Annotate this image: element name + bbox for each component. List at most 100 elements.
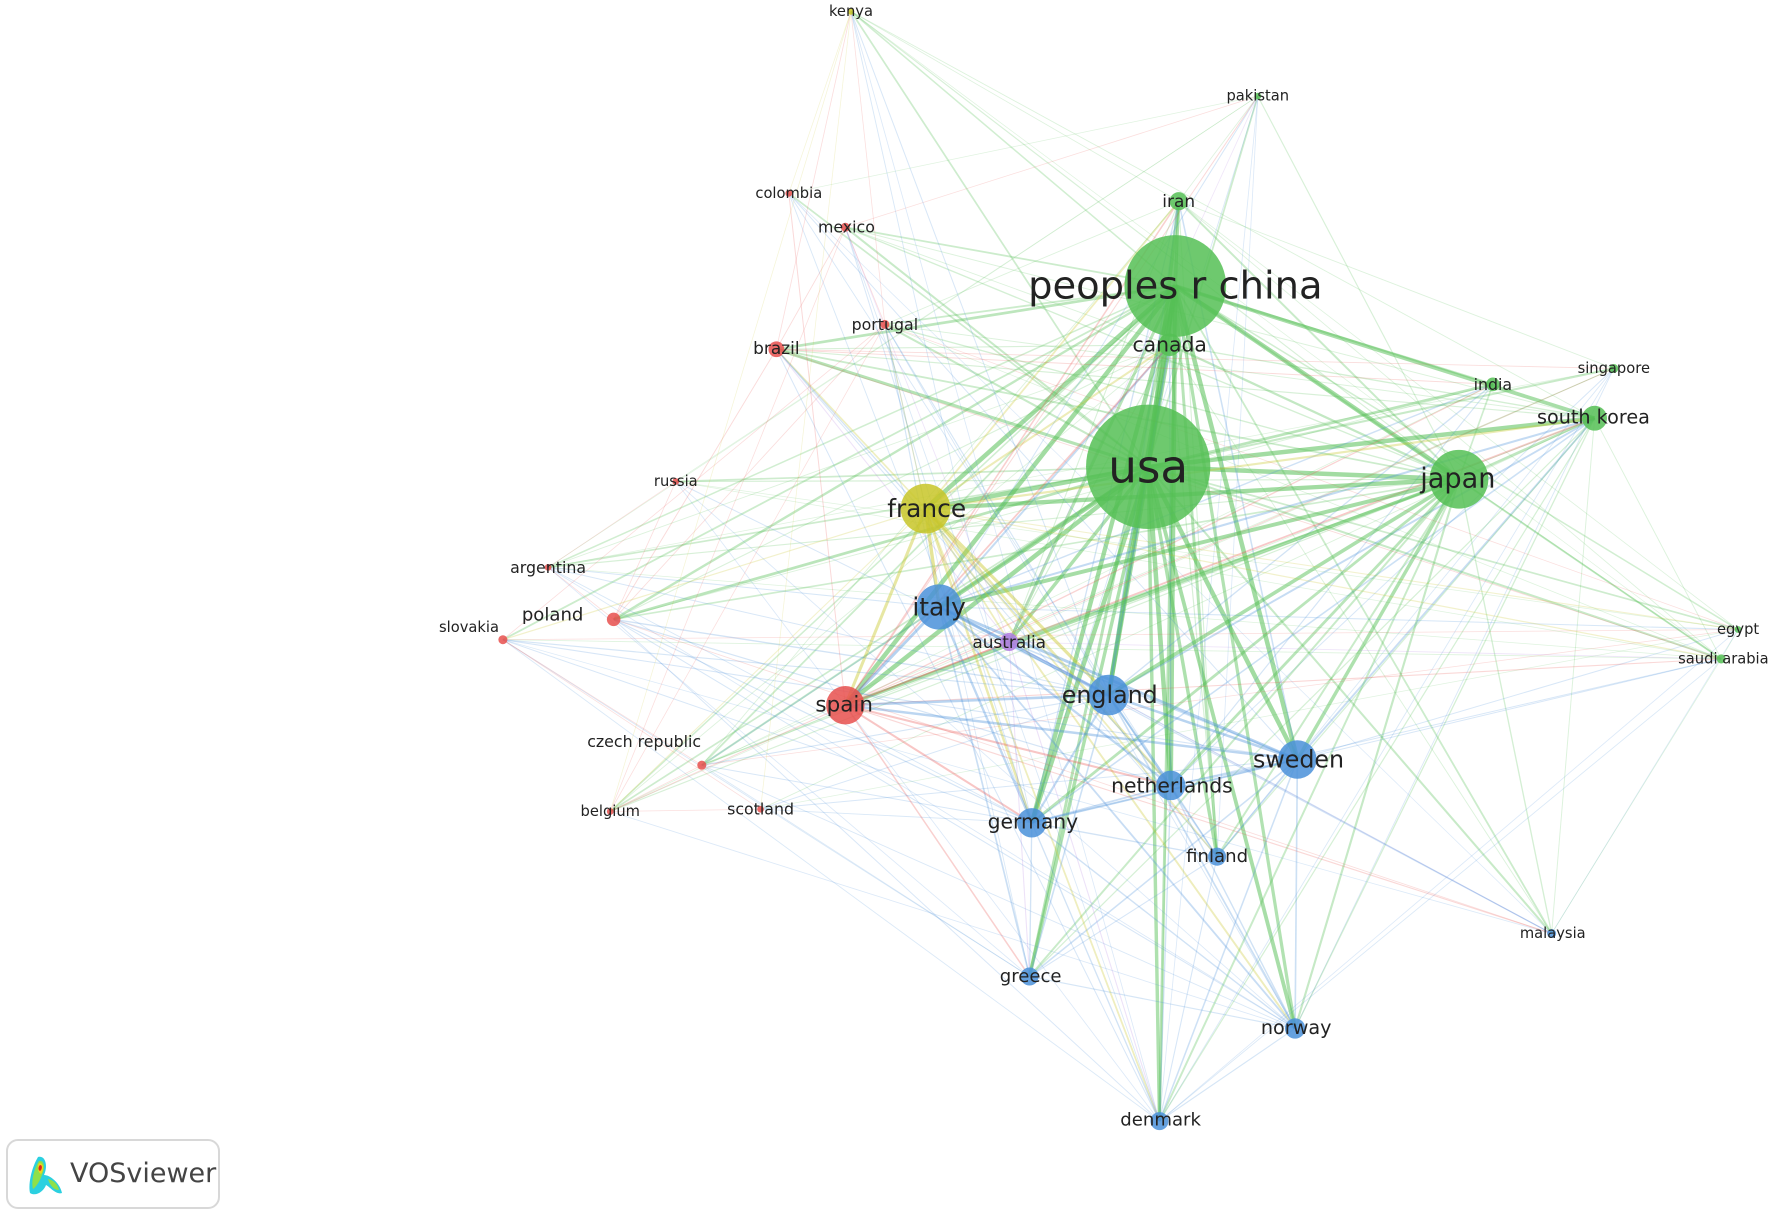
label-denmark[interactable]: denmark [1120, 1110, 1201, 1131]
label-argentina[interactable]: argentina [510, 558, 586, 577]
link-canada-spain [844, 344, 1171, 706]
label-portugal[interactable]: portugal [852, 315, 919, 334]
node-russia[interactable] [672, 478, 680, 485]
label-mexico[interactable]: mexico [818, 218, 875, 237]
node-france[interactable] [900, 483, 951, 534]
node-scotland[interactable] [757, 805, 764, 813]
link-iran-saudi-arabia [1178, 200, 1722, 660]
label-brazil[interactable]: brazil [753, 338, 799, 358]
label-south-korea[interactable]: south korea [1537, 406, 1650, 429]
node-peoples-r-china[interactable] [1124, 235, 1227, 337]
link-peoples-r-china-france [924, 284, 1177, 511]
node-south-korea[interactable] [1582, 405, 1608, 431]
label-russia[interactable]: russia [654, 473, 698, 490]
link-czech-republic-belgium [610, 764, 702, 812]
node-belgium[interactable] [606, 808, 614, 815]
link-germany-czech-republic [701, 764, 1032, 824]
node-saudi-arabia[interactable] [1716, 654, 1726, 664]
node-canada[interactable] [1158, 333, 1181, 357]
node-italy[interactable] [916, 584, 962, 630]
link-france-netherlands [924, 507, 1172, 787]
label-norway[interactable]: norway [1261, 1016, 1332, 1039]
node-iran[interactable] [1169, 192, 1188, 211]
node-denmark[interactable] [1150, 1112, 1169, 1131]
node-greece[interactable] [1020, 967, 1039, 986]
node-argentina[interactable] [544, 563, 552, 571]
label-england[interactable]: england [1062, 681, 1158, 709]
label-saudi-arabia[interactable]: saudi arabia [1678, 650, 1768, 667]
label-iran[interactable]: iran [1162, 191, 1195, 211]
label-canada[interactable]: canada [1132, 333, 1206, 357]
node-usa[interactable] [1086, 404, 1211, 529]
node-brazil[interactable] [768, 341, 785, 358]
label-sweden[interactable]: sweden [1253, 745, 1344, 773]
node-japan[interactable] [1429, 449, 1489, 509]
label-malaysia[interactable]: malaysia [1520, 925, 1586, 942]
node-malaysia[interactable] [1547, 929, 1557, 939]
link-south-korea-greece [1029, 417, 1596, 977]
link-australia-mexico [844, 227, 1010, 643]
link-south-korea-kenya [850, 10, 1595, 419]
node-germany[interactable] [1017, 808, 1047, 838]
label-kenya[interactable]: kenya [829, 3, 873, 20]
link-italy-malaysia [938, 606, 1552, 935]
link-sweden-denmark [1158, 759, 1299, 1122]
label-italy[interactable]: italy [912, 592, 966, 621]
node-czech-republic[interactable] [697, 760, 707, 770]
link-usa-mexico [844, 226, 1149, 468]
link-usa-spain [843, 465, 1150, 708]
node-colombia[interactable] [785, 189, 793, 197]
node-singapore[interactable] [1609, 363, 1619, 374]
node-england[interactable] [1088, 674, 1129, 716]
label-usa[interactable]: usa [1108, 440, 1188, 493]
link-spain-belgium [610, 704, 846, 812]
label-peoples-r-china[interactable]: peoples r china [1028, 263, 1322, 308]
node-pakistan[interactable] [1254, 92, 1262, 100]
label-france[interactable]: france [887, 494, 966, 523]
node-slovakia[interactable] [498, 635, 508, 645]
link-saudi-arabia-germany [1031, 658, 1722, 824]
node-poland[interactable] [606, 612, 621, 627]
link-france-brazil [775, 348, 927, 510]
link-egypt-portugal [884, 324, 1739, 630]
label-spain[interactable]: spain [815, 693, 873, 718]
node-kenya[interactable] [847, 7, 855, 15]
label-egypt[interactable]: egypt [1717, 621, 1759, 638]
node-india[interactable] [1486, 377, 1500, 392]
link-saudi-arabia-netherlands [1170, 658, 1722, 786]
label-germany[interactable]: germany [988, 810, 1079, 834]
label-finland[interactable]: finland [1186, 846, 1248, 867]
node-sweden[interactable] [1278, 740, 1317, 779]
label-singapore[interactable]: singapore [1578, 360, 1650, 377]
node-spain[interactable] [826, 686, 865, 725]
link-iran-france [924, 200, 1180, 510]
label-czech-republic[interactable]: czech republic [587, 732, 701, 751]
node-egypt[interactable] [1734, 626, 1742, 633]
node-australia[interactable] [1000, 632, 1019, 652]
node-netherlands[interactable] [1156, 770, 1186, 801]
link-japan-saudi-arabia [1458, 478, 1722, 660]
label-slovakia[interactable]: slovakia [439, 619, 499, 636]
link-peoples-r-china-south-korea [1174, 284, 1596, 421]
label-belgium[interactable]: belgium [581, 803, 640, 820]
link-japan-sweden [1295, 478, 1461, 761]
node-finland[interactable] [1208, 847, 1227, 866]
label-greece[interactable]: greece [1000, 966, 1062, 987]
label-colombia[interactable]: colombia [755, 185, 822, 202]
label-pakistan[interactable]: pakistan [1226, 88, 1289, 105]
label-india[interactable]: india [1474, 375, 1513, 394]
link-peoples-r-china-finland [1173, 285, 1219, 857]
link-pakistan-spain [844, 95, 1259, 706]
link-usa-kenya [850, 10, 1149, 468]
label-netherlands[interactable]: netherlands [1111, 773, 1233, 797]
link-south-korea-malaysia [1551, 418, 1596, 934]
link-pakistan-russia [675, 95, 1259, 482]
label-poland[interactable]: poland [522, 604, 584, 625]
label-japan[interactable]: japan [1419, 464, 1495, 495]
link-norway-belgium [610, 811, 1296, 1029]
node-mexico[interactable] [840, 222, 850, 232]
node-norway[interactable] [1284, 1018, 1306, 1039]
node-portugal[interactable] [880, 319, 890, 329]
label-scotland[interactable]: scotland [727, 800, 794, 819]
label-australia[interactable]: australia [972, 632, 1046, 652]
